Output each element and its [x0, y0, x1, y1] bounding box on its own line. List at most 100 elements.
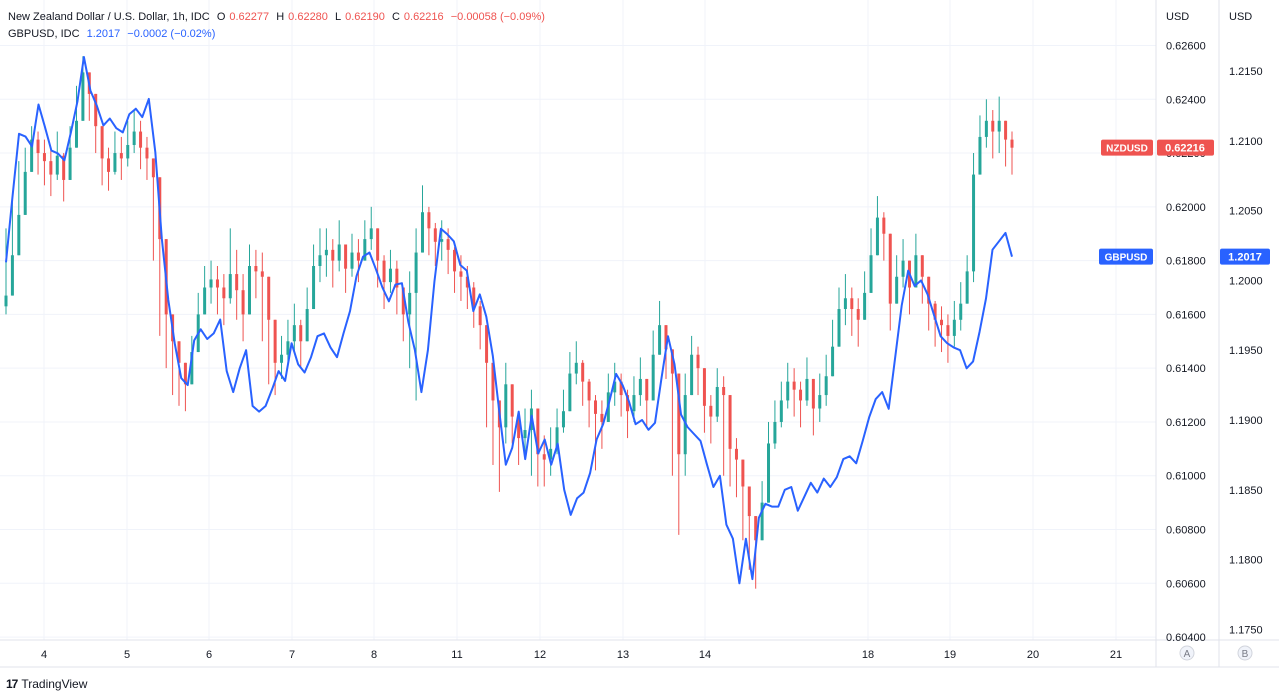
time-axis-tick-label: 18 [862, 649, 874, 661]
candle-body [177, 341, 181, 363]
candle-body [850, 298, 854, 310]
time-axis-ticks[interactable]: 4 5 6 7 8 11 12 13 14 18 19 20 21 [41, 649, 1122, 661]
candle-body [273, 319, 277, 363]
candle-body [651, 354, 655, 401]
candle-body [869, 255, 873, 293]
axis-a-tick-label: 0.61000 [1166, 471, 1206, 483]
axis-a-button[interactable]: A [1179, 645, 1195, 661]
candle-body [709, 405, 713, 417]
candle-body [414, 252, 418, 293]
candle-body [690, 354, 694, 396]
gbpusd-line [5, 56, 1013, 585]
candle-body [856, 309, 860, 320]
candle-body [440, 239, 444, 242]
candle-body [843, 298, 847, 310]
axis-a-tick-label: 0.62400 [1166, 94, 1206, 106]
candle-body [215, 279, 219, 288]
candle-body [299, 325, 303, 342]
candle-body [280, 354, 284, 363]
axis-b-button[interactable]: B [1237, 645, 1253, 661]
axis-b-tick-label: 1.2100 [1229, 136, 1263, 148]
candle-body [959, 303, 963, 320]
candle-body [420, 212, 424, 253]
time-axis-tick-label: 13 [617, 649, 629, 661]
candle-body [645, 378, 649, 401]
candle-body [203, 287, 207, 315]
candle-body [241, 290, 245, 315]
candle-body [561, 411, 565, 428]
candle-body [920, 255, 924, 277]
candle-body [260, 271, 264, 277]
candle-body [536, 408, 540, 455]
candle-body [23, 171, 27, 215]
candle-body [312, 265, 316, 310]
candle-body [247, 265, 251, 315]
candle-body [811, 378, 815, 409]
candle-body [1010, 139, 1014, 148]
gbpusd-price-box [1220, 248, 1270, 265]
candle-body [696, 354, 700, 369]
candle-body [786, 381, 790, 401]
candle-body [779, 400, 783, 422]
candle-body [875, 217, 879, 256]
nzdusd-price-label: 0.62216 [1165, 143, 1205, 155]
compare-series-value: 1.2017 [86, 28, 121, 40]
candle-body [933, 303, 937, 320]
candle-body [190, 352, 194, 385]
candle-body [1004, 120, 1008, 140]
candle-body [382, 260, 386, 283]
axis-a-tick-label: 0.61400 [1166, 363, 1206, 375]
axis-b-tick-label: 1.1950 [1229, 345, 1263, 357]
candle-body [350, 252, 354, 269]
axis-b-ticks[interactable]: 1.2150 1.2100 1.2050 1.2000 1.1950 1.1900 1.18… [1229, 66, 1263, 636]
candle-body [901, 260, 905, 277]
candle-body [4, 295, 8, 307]
candle-body [17, 214, 21, 256]
price-tags: NZDUSD 0.62216 GBPUSD 1.2017 [1099, 139, 1270, 265]
candle-body [895, 276, 899, 304]
gbpusd-price-tag: GBPUSD 1.2017 [1099, 248, 1270, 265]
main-series-legend[interactable]: New Zealand Dollar / U.S. Dollar, 1h, ID… [8, 11, 549, 23]
time-axis-tick-label: 5 [124, 649, 130, 661]
candle-body [805, 378, 809, 401]
tradingview-brand-name: TradingView [21, 677, 88, 691]
candle-body [574, 362, 578, 374]
compare-series-legend[interactable]: GBPUSD, IDC 1.2017 −0.0002 (−0.02%) [8, 28, 219, 40]
candle-body [292, 325, 296, 342]
candle-body [491, 362, 495, 401]
axis-a-tick-label: 0.61600 [1166, 309, 1206, 321]
candle-body [36, 139, 40, 154]
candle-body [472, 287, 476, 307]
candle-body [754, 516, 758, 541]
candle-body [638, 378, 642, 396]
candle-body [946, 325, 950, 336]
nzdusd-price-tag: NZDUSD 0.62216 [1101, 139, 1214, 156]
gbpusd-symbol-label: GBPUSD [1105, 253, 1148, 264]
candle-body [465, 276, 469, 288]
candle-body [100, 126, 104, 159]
time-axis-tick-label: 20 [1027, 649, 1039, 661]
candle-body [74, 120, 78, 148]
tradingview-branding[interactable]: 17 TradingView [6, 677, 87, 691]
candle-body [337, 244, 341, 261]
candle-body [863, 292, 867, 320]
axis-b-button-label: B [1242, 649, 1249, 660]
axis-b-tick-label: 1.1850 [1229, 485, 1263, 497]
candle-body [632, 395, 636, 412]
time-axis-tick-label: 14 [699, 649, 711, 661]
candle-body [453, 249, 457, 272]
candle-body [49, 161, 53, 175]
candle-body [504, 384, 508, 428]
ohlc-close: C 0.62216 [391, 11, 444, 23]
axis-b-tick-label: 1.2000 [1229, 275, 1263, 287]
candle-body [747, 486, 751, 517]
candle-body [62, 155, 66, 180]
candle-body [940, 319, 944, 326]
candle-body [626, 395, 630, 412]
time-axis-tick-label: 6 [206, 649, 212, 661]
main-series-change: −0.00058 (−0.09%) [450, 11, 545, 23]
candle-body [882, 217, 886, 234]
candle-body [433, 228, 437, 242]
axis-a-button-label: A [1184, 649, 1191, 660]
